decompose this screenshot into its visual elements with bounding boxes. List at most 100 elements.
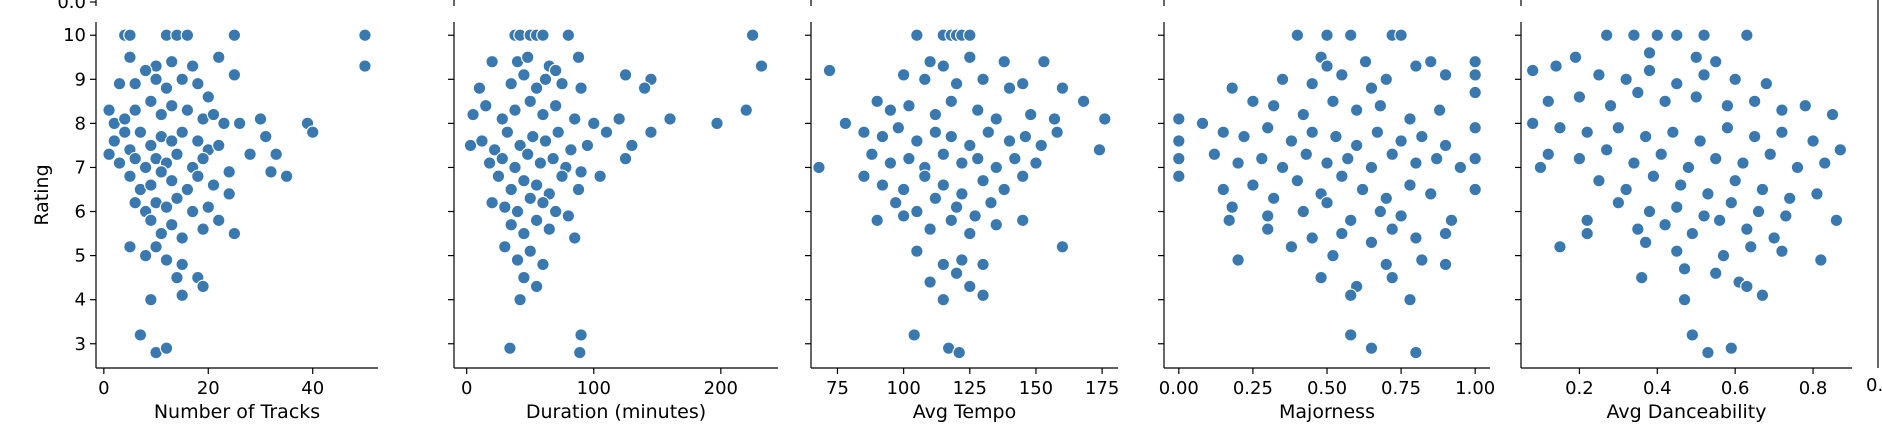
data-point	[968, 209, 982, 223]
data-point	[902, 98, 916, 113]
data-point	[1335, 68, 1349, 82]
data-point	[1775, 103, 1789, 117]
data-point	[232, 116, 247, 131]
data-point	[1654, 147, 1668, 162]
data-point	[962, 50, 977, 65]
x-tick-label: 40	[301, 378, 324, 399]
data-point	[949, 200, 964, 214]
data-point	[949, 76, 964, 91]
data-point	[907, 328, 922, 342]
data-point	[1237, 129, 1251, 144]
data-point	[1689, 90, 1704, 104]
data-point	[1468, 182, 1482, 197]
data-point	[618, 151, 633, 166]
data-point	[1775, 244, 1789, 258]
data-point	[1326, 94, 1340, 109]
data-point	[227, 68, 242, 82]
points	[1172, 28, 1482, 360]
x-tick-label: 100	[577, 378, 611, 399]
data-point	[952, 345, 967, 360]
data-point	[1364, 235, 1379, 250]
data-point	[1409, 156, 1423, 170]
data-point	[625, 138, 639, 153]
data-point	[1666, 125, 1680, 139]
data-point	[1172, 134, 1186, 148]
data-point	[1782, 191, 1797, 206]
data-point	[128, 76, 142, 91]
data-point	[976, 173, 990, 188]
data-point	[1403, 178, 1417, 192]
data-point	[574, 81, 588, 95]
data-point	[1775, 125, 1789, 139]
data-point	[1716, 248, 1731, 263]
x-tick-label: 0.6	[1721, 378, 1750, 399]
data-point	[1755, 182, 1770, 197]
data-point	[164, 98, 179, 113]
data-point	[1720, 98, 1735, 113]
data-point	[1438, 138, 1453, 153]
data-point	[1305, 76, 1319, 91]
data-point	[548, 63, 563, 78]
data-point	[1260, 222, 1275, 236]
data-point	[191, 169, 205, 184]
data-point	[970, 151, 985, 166]
data-point	[159, 341, 174, 355]
y-tick-label: 4	[75, 290, 86, 311]
data-point	[1568, 50, 1583, 65]
data-point	[500, 125, 515, 139]
data-point	[637, 81, 652, 95]
data-point	[896, 68, 911, 82]
data-point	[185, 204, 200, 219]
data-point	[1299, 147, 1314, 162]
data-point	[185, 59, 200, 73]
data-point	[1685, 328, 1700, 342]
panel-4: 0.00 0.25 0.50 0.75 1.00 Majorness	[1158, 22, 1495, 423]
data-point	[1525, 63, 1540, 78]
data-point	[523, 94, 538, 109]
data-point	[102, 103, 116, 117]
data-point	[1047, 112, 1062, 126]
data-point	[536, 107, 550, 122]
data-point	[529, 279, 544, 294]
data-point	[1736, 156, 1750, 170]
data-point	[1335, 226, 1349, 241]
data-point	[112, 156, 127, 170]
data-point	[1468, 120, 1482, 135]
data-point	[1572, 90, 1587, 104]
data-point	[525, 129, 540, 144]
data-point	[997, 182, 1011, 197]
data-point	[1379, 72, 1394, 87]
data-point	[944, 213, 959, 228]
data-point	[1806, 134, 1820, 148]
data-point	[1619, 182, 1633, 197]
y-tick-label: 6	[75, 202, 86, 223]
data-point	[1438, 68, 1453, 82]
data-point	[538, 72, 553, 87]
data-point	[857, 125, 871, 139]
data-point	[1755, 288, 1770, 303]
data-point	[1296, 204, 1311, 219]
data-point	[1349, 138, 1364, 153]
data-point	[180, 182, 195, 197]
data-point	[1580, 226, 1594, 241]
data-point	[1580, 213, 1594, 228]
data-point	[498, 239, 512, 254]
data-point	[1305, 231, 1319, 245]
data-point	[201, 90, 216, 104]
data-point	[1002, 81, 1017, 95]
data-point	[154, 226, 169, 241]
data-point	[1438, 257, 1453, 272]
x-tick-label: 200	[704, 378, 738, 399]
data-point	[485, 54, 499, 69]
data-point	[555, 76, 569, 91]
data-point	[222, 187, 236, 201]
data-point	[1592, 68, 1606, 82]
data-point	[896, 182, 911, 197]
data-point	[1305, 125, 1319, 139]
data-point	[1023, 107, 1038, 122]
data-point	[1260, 120, 1275, 135]
data-point	[1693, 134, 1707, 148]
data-point	[1747, 129, 1762, 144]
x-tick-label: 150	[1019, 378, 1053, 399]
data-point	[138, 248, 153, 263]
